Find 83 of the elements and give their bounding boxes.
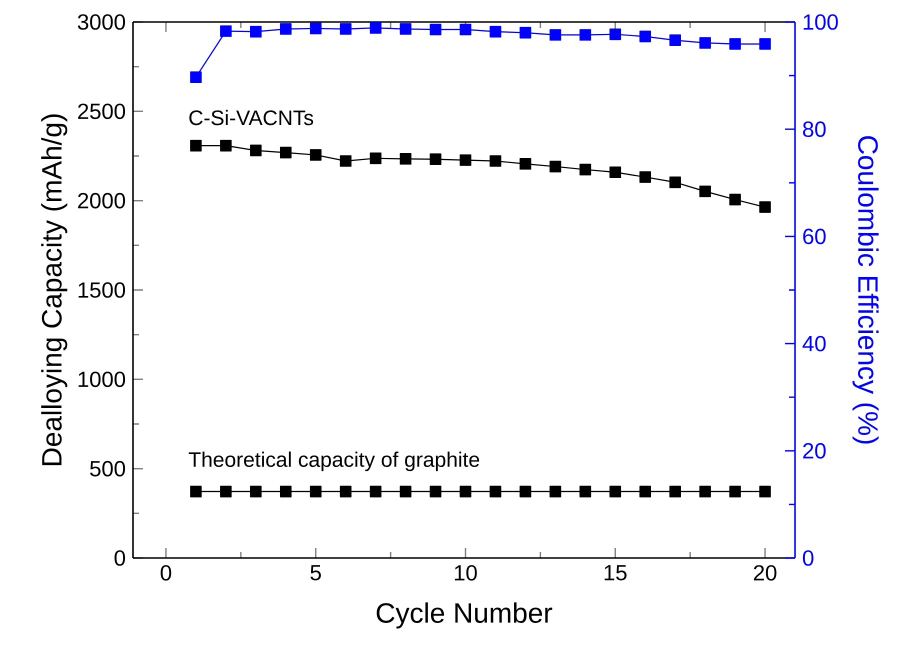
- point: [460, 24, 472, 36]
- point: [639, 30, 652, 42]
- y2-tick-label: 20: [803, 443, 826, 459]
- point: [190, 140, 202, 152]
- point: [370, 152, 382, 164]
- point: [430, 24, 442, 36]
- point: [430, 486, 442, 498]
- point: [220, 140, 232, 152]
- point: [669, 176, 681, 188]
- point: [699, 486, 711, 498]
- point: [639, 486, 652, 498]
- x-tick-label: 10: [454, 565, 477, 581]
- point: [699, 186, 711, 198]
- annotation: Theoretical capacity of graphite: [188, 452, 480, 472]
- point: [460, 154, 472, 166]
- point: [340, 23, 352, 35]
- point: [759, 486, 771, 498]
- y-tick-label: 2500: [78, 104, 126, 120]
- y2-tick-label: 0: [802, 550, 814, 566]
- point: [400, 153, 412, 165]
- point: [490, 155, 502, 167]
- point: [310, 22, 322, 34]
- point: [370, 486, 382, 498]
- point: [310, 149, 322, 161]
- point: [699, 37, 711, 49]
- y-tick-label: 0: [114, 550, 126, 566]
- point: [520, 26, 532, 39]
- annotation: C-Si-VACNTs: [189, 110, 314, 126]
- point: [759, 201, 771, 213]
- point: [669, 34, 681, 46]
- y2-tick-label: 80: [803, 121, 826, 137]
- point: [340, 155, 352, 167]
- x-tick-label: 20: [754, 565, 776, 581]
- x-tick-label: 15: [604, 565, 627, 580]
- point: [400, 486, 412, 498]
- x-axis-title: Cycle Number: [376, 602, 552, 628]
- y2-axis-title: Coulombic Efficiency (%): [852, 136, 879, 444]
- point: [430, 153, 442, 166]
- point: [490, 26, 502, 38]
- point: [250, 26, 262, 38]
- point: [639, 171, 652, 183]
- point: [280, 23, 292, 35]
- point: [580, 29, 592, 41]
- point: [250, 486, 262, 498]
- y2-tick-label: 40: [802, 336, 826, 352]
- point: [190, 71, 202, 84]
- point: [220, 486, 232, 498]
- point: [280, 486, 292, 498]
- x-tick-label: 5: [310, 565, 321, 580]
- y-tick-label: 3000: [78, 14, 126, 30]
- point: [340, 486, 352, 498]
- x-tick-label: 0: [160, 565, 172, 581]
- y2-tick-label: 100: [804, 14, 838, 30]
- point: [490, 486, 502, 498]
- point: [550, 486, 562, 498]
- y2-tick-label: 60: [803, 228, 826, 244]
- point: [729, 38, 741, 50]
- point: [370, 22, 382, 34]
- point: [310, 486, 322, 498]
- point: [220, 25, 232, 37]
- point: [729, 486, 741, 498]
- point: [669, 486, 681, 498]
- point: [609, 486, 622, 498]
- y-tick-label: 2000: [78, 192, 126, 208]
- point: [460, 486, 472, 498]
- point: [550, 29, 562, 41]
- y-tick-label: 1500: [78, 282, 126, 298]
- point: [759, 38, 771, 50]
- point: [400, 23, 412, 35]
- y-tick-label: 1000: [78, 372, 126, 388]
- y-axis-title: Dealloying Capacity (mAh/g): [41, 114, 68, 466]
- point: [190, 486, 202, 498]
- point: [580, 486, 592, 498]
- point: [520, 486, 532, 498]
- point: [609, 166, 622, 178]
- point: [520, 158, 532, 170]
- point: [609, 28, 622, 40]
- point: [280, 146, 292, 158]
- point: [550, 160, 562, 172]
- point: [250, 144, 262, 156]
- point: [580, 164, 592, 176]
- y-tick-label: 500: [90, 460, 126, 476]
- point: [729, 194, 741, 206]
